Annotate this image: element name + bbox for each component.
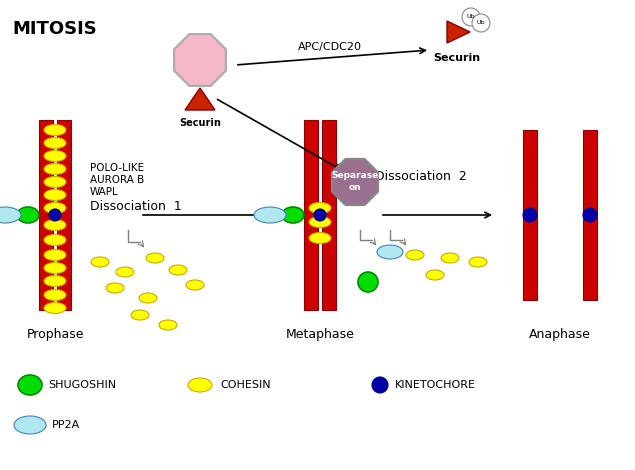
- Ellipse shape: [44, 125, 66, 135]
- Ellipse shape: [169, 265, 187, 275]
- Ellipse shape: [44, 164, 66, 174]
- Circle shape: [372, 377, 388, 393]
- Ellipse shape: [377, 245, 403, 259]
- Ellipse shape: [139, 293, 157, 303]
- Ellipse shape: [44, 177, 66, 188]
- Text: Anaphase: Anaphase: [529, 328, 591, 341]
- Ellipse shape: [146, 253, 164, 263]
- Ellipse shape: [44, 235, 66, 245]
- Ellipse shape: [17, 207, 39, 223]
- Ellipse shape: [44, 219, 66, 230]
- Ellipse shape: [469, 257, 487, 267]
- Ellipse shape: [131, 310, 149, 320]
- Circle shape: [49, 209, 61, 221]
- Ellipse shape: [44, 150, 66, 162]
- Ellipse shape: [116, 267, 134, 277]
- Text: AURORA B: AURORA B: [90, 175, 144, 185]
- Bar: [583, 130, 597, 300]
- Text: Prophase: Prophase: [26, 328, 84, 341]
- Ellipse shape: [309, 203, 331, 213]
- Polygon shape: [185, 88, 215, 110]
- Text: on: on: [349, 183, 361, 193]
- Ellipse shape: [106, 283, 124, 293]
- Polygon shape: [174, 34, 226, 86]
- Bar: [304, 120, 318, 310]
- Ellipse shape: [44, 189, 66, 201]
- Text: SHUGOSHIN: SHUGOSHIN: [48, 380, 116, 390]
- Text: Separase: Separase: [331, 172, 378, 180]
- Bar: [57, 120, 71, 310]
- Ellipse shape: [188, 378, 212, 392]
- Text: Metaphase: Metaphase: [286, 328, 354, 341]
- Ellipse shape: [426, 270, 444, 280]
- Text: Dissociation  1: Dissociation 1: [90, 201, 182, 213]
- Ellipse shape: [44, 290, 66, 300]
- Text: WAPL: WAPL: [90, 187, 119, 197]
- Ellipse shape: [14, 416, 46, 434]
- Ellipse shape: [44, 250, 66, 260]
- Ellipse shape: [18, 375, 42, 395]
- Text: COHESIN: COHESIN: [220, 380, 271, 390]
- Ellipse shape: [441, 253, 459, 263]
- Ellipse shape: [44, 203, 66, 213]
- Ellipse shape: [309, 233, 331, 243]
- Text: off: off: [193, 62, 207, 70]
- Circle shape: [314, 209, 326, 221]
- Bar: [523, 130, 537, 300]
- Polygon shape: [447, 21, 470, 43]
- Text: APC/CDC20: APC/CDC20: [298, 42, 362, 52]
- Text: KINETOCHORE: KINETOCHORE: [395, 380, 476, 390]
- Ellipse shape: [186, 280, 204, 290]
- Text: PP2A: PP2A: [52, 420, 80, 430]
- Circle shape: [462, 8, 480, 26]
- Circle shape: [472, 14, 490, 32]
- Ellipse shape: [406, 250, 424, 260]
- Text: Ub: Ub: [467, 15, 475, 19]
- Text: MITOSIS: MITOSIS: [12, 20, 97, 38]
- Text: Separase: Separase: [177, 49, 224, 58]
- Text: Securin: Securin: [434, 53, 481, 63]
- Ellipse shape: [159, 320, 177, 330]
- Ellipse shape: [0, 207, 21, 223]
- Ellipse shape: [44, 303, 66, 313]
- Polygon shape: [332, 159, 378, 205]
- Ellipse shape: [282, 207, 304, 223]
- Bar: [39, 120, 53, 310]
- Ellipse shape: [44, 138, 66, 149]
- Ellipse shape: [309, 217, 331, 227]
- Text: Ub: Ub: [477, 21, 485, 25]
- Ellipse shape: [358, 272, 378, 292]
- Circle shape: [523, 208, 537, 222]
- Ellipse shape: [91, 257, 109, 267]
- Ellipse shape: [44, 263, 66, 274]
- Ellipse shape: [254, 207, 286, 223]
- Text: Dissociation  2: Dissociation 2: [375, 171, 467, 183]
- Ellipse shape: [44, 275, 66, 287]
- Bar: [322, 120, 336, 310]
- Text: Securin: Securin: [179, 118, 221, 128]
- Circle shape: [583, 208, 597, 222]
- Text: POLO-LIKE: POLO-LIKE: [90, 163, 144, 173]
